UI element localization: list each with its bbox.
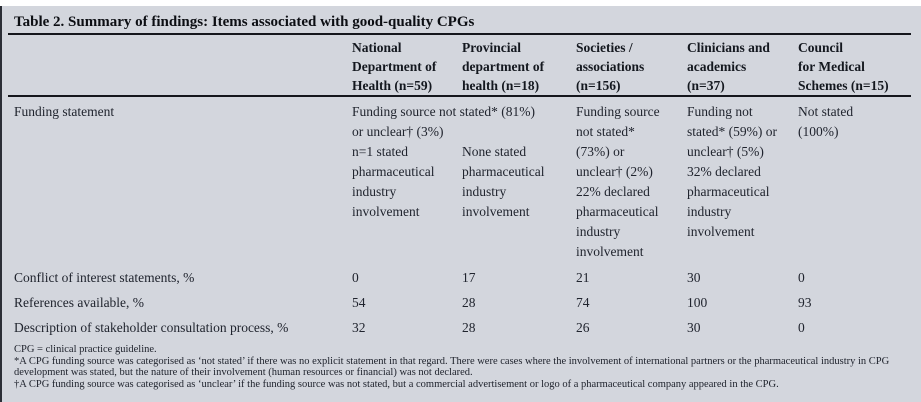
table-cell: None stated pharmaceutical industry invo… [462,144,545,219]
footnote-abbreviation: CPG = clinical practice guideline. [14,344,157,355]
table-title: Table 2. Summary of findings: Items asso… [14,14,475,30]
table-cell: 21 [576,270,590,285]
column-header-rowlabels [14,38,352,95]
table-cell: 74 [576,295,590,310]
table-cell: Funding source not stated* (81%) or uncl… [352,104,535,219]
table-cell: 17 [462,270,476,285]
table-header-row: National Department of Health (n=59) Pro… [2,35,921,95]
column-header-societies: Societies / associations (n=156) [576,40,645,93]
table-cell: 0 [798,320,805,335]
table-cell: Funding not stated* (59%) or unclear† (5… [687,104,777,239]
header-divider [8,95,911,97]
table-cell: 93 [798,295,812,310]
table-cell: 0 [352,270,359,285]
table-row-conflict-of-interest: Conflict of interest statements, % 0 17 … [2,265,921,290]
table-row-funding-statement: Funding statement Funding source not sta… [2,97,921,265]
table-cell: Not stated (100%) [798,104,854,139]
table-cell: 28 [462,320,476,335]
column-header-national-doh: National Department of Health (n=59) [352,40,437,93]
table-cell: 100 [687,295,708,310]
column-header-council: Council for Medical Schemes (n=15) [798,40,889,93]
table-cell: 54 [352,295,366,310]
row-label: Description of stakeholder consultation … [14,320,289,335]
table-row-references-available: References available, % 54 28 74 100 93 [2,290,921,315]
title-divider [8,33,911,35]
table-cell: 26 [576,320,590,335]
column-header-clinicians: Clinicians and academics (n=37) [687,40,770,93]
row-label: Conflict of interest statements, % [14,270,195,285]
table-cell: 32 [352,320,366,335]
footnote-not-stated-definition: *A CPG funding source was categorised as… [14,355,890,379]
table-footnotes: CPG = clinical practice guideline. *A CP… [2,340,921,391]
footnote-unclear-definition: †A CPG funding source was categorised as… [14,379,779,391]
column-header-provincial-doh: Provincial department of health (n=18) [462,40,545,93]
row-label: Funding statement [14,104,115,119]
table-cell: 28 [462,295,476,310]
table-cell: 30 [687,320,701,335]
table-cell: Funding source not stated* (73%) or uncl… [576,104,660,259]
table-cell: 0 [798,270,805,285]
table-cell: 30 [687,270,701,285]
row-label: References available, % [14,295,145,310]
table-row-stakeholder-consultation: Description of stakeholder consultation … [2,315,921,340]
table-container: Table 2. Summary of findings: Items asso… [0,6,921,402]
